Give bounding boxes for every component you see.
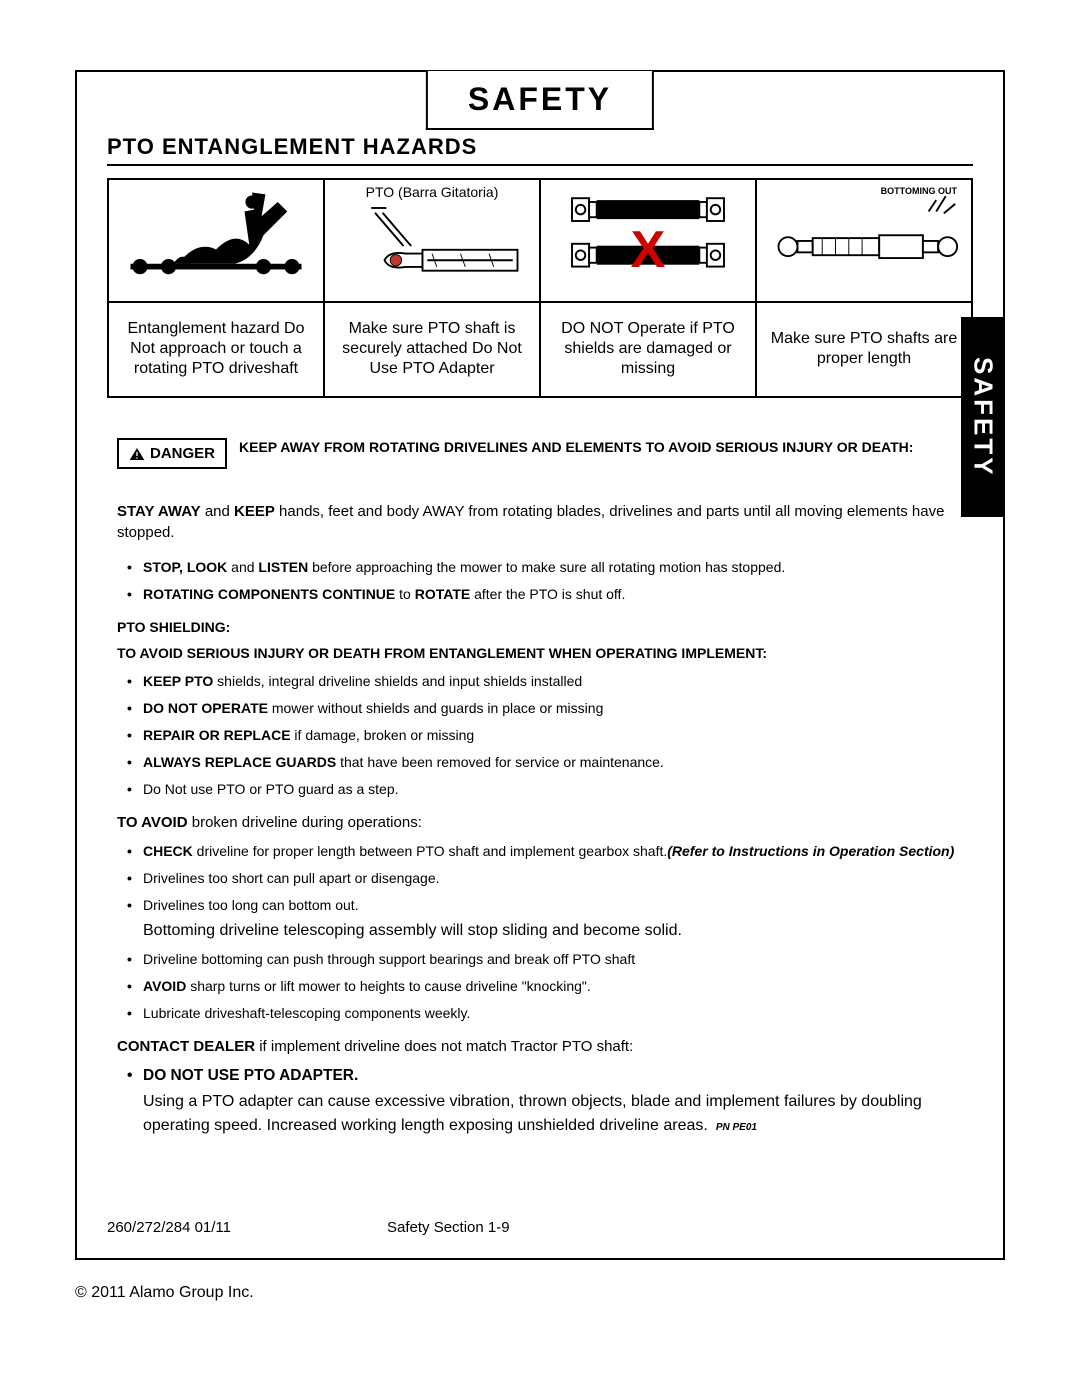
list-item: ROTATING COMPONENTS CONTINUE to ROTATE a… xyxy=(117,584,963,605)
entanglement-icon xyxy=(109,180,323,303)
list-driveline: CHECK driveline for proper length betwee… xyxy=(117,841,963,1024)
list-stop-look: STOP, LOOK and LISTEN before approaching… xyxy=(117,557,963,605)
hazard-caption-2: Make sure PTO shaft is securely attached… xyxy=(325,303,539,397)
list-item: Lubricate driveshaft-telescoping compone… xyxy=(117,1003,963,1024)
contact-dealer-line: CONTACT DEALER if implement driveline do… xyxy=(117,1038,963,1055)
list-item: CHECK driveline for proper length betwee… xyxy=(117,841,963,862)
list-item: ALWAYS REPLACE GUARDS that have been rem… xyxy=(117,752,963,773)
list-item: Driveline bottoming can push through sup… xyxy=(117,949,963,970)
footer-left: 260/272/284 01/11 xyxy=(107,1219,387,1236)
list-item: DO NOT USE PTO ADAPTER. Using a PTO adap… xyxy=(117,1065,963,1137)
danger-text: KEEP AWAY FROM ROTATING DRIVELINES AND E… xyxy=(239,438,913,457)
list-item: Drivelines too long can bottom out.Botto… xyxy=(117,895,963,943)
hazard-col-shields: X DO NOT Operate if PTO shields are dama… xyxy=(541,180,757,396)
copyright: © 2011 Alamo Group Inc. xyxy=(75,1284,254,1302)
avoid-broken-driveline: TO AVOID broken driveline during operati… xyxy=(117,814,963,831)
danger-badge: DANGER xyxy=(117,438,227,469)
list-item: REPAIR OR REPLACE if damage, broken or m… xyxy=(117,725,963,746)
page-title: SAFETY xyxy=(426,71,654,130)
list-item: DO NOT OPERATE mower without shields and… xyxy=(117,698,963,719)
list-item: Do Not use PTO or PTO guard as a step. xyxy=(117,779,963,800)
danger-row: DANGER KEEP AWAY FROM ROTATING DRIVELINE… xyxy=(117,438,973,469)
avoid-injury-head: TO AVOID SERIOUS INJURY OR DEATH FROM EN… xyxy=(117,645,963,661)
danger-label: DANGER xyxy=(150,445,215,462)
hazard-caption-1: Entanglement hazard Do Not approach or t… xyxy=(109,303,323,397)
content-area: PTO ENTANGLEMENT HAZARDS xyxy=(77,72,1003,1161)
pto-shielding-head: PTO SHIELDING: xyxy=(117,619,963,635)
pto-shaft-icon: PTO (Barra Gitatoria) xyxy=(325,180,539,303)
hazard-caption-4: Make sure PTO shafts are proper length xyxy=(757,303,971,397)
side-tab: SAFETY xyxy=(961,317,1005,517)
red-x-icon: X xyxy=(631,220,666,280)
hazard-col-length: BOTTOMING OUT xyxy=(757,180,971,396)
hazard-table: Entanglement hazard Do Not approach or t… xyxy=(107,178,973,398)
list-item: STOP, LOOK and LISTEN before approaching… xyxy=(117,557,963,578)
footer-center: Safety Section 1-9 xyxy=(387,1219,973,1236)
section-title: PTO ENTANGLEMENT HAZARDS xyxy=(107,134,973,166)
hazard-col-entanglement: Entanglement hazard Do Not approach or t… xyxy=(109,180,325,396)
warning-triangle-icon xyxy=(129,447,145,461)
stay-away-paragraph: STAY AWAY and KEEP hands, feet and body … xyxy=(117,501,963,543)
list-shielding: KEEP PTO shields, integral driveline shi… xyxy=(117,671,963,800)
length-icon: BOTTOMING OUT xyxy=(757,180,971,303)
footer: 260/272/284 01/11 Safety Section 1-9 xyxy=(107,1219,973,1236)
list-item: AVOID sharp turns or lift mower to heigh… xyxy=(117,976,963,997)
hazard-col-secure: PTO (Barra Gitatoria) xyxy=(325,180,541,396)
hazard-caption-3: DO NOT Operate if PTO shields are damage… xyxy=(541,303,755,397)
list-adapter: DO NOT USE PTO ADAPTER. Using a PTO adap… xyxy=(117,1065,963,1137)
list-item: KEEP PTO shields, integral driveline shi… xyxy=(117,671,963,692)
bottoming-label: BOTTOMING OUT xyxy=(881,186,957,196)
shields-icon: X xyxy=(541,180,755,303)
list-item: Drivelines too short can pull apart or d… xyxy=(117,868,963,889)
page-frame: SAFETY SAFETY PTO ENTANGLEMENT HAZARDS xyxy=(75,70,1005,1260)
pto-label: PTO (Barra Gitatoria) xyxy=(366,184,499,200)
